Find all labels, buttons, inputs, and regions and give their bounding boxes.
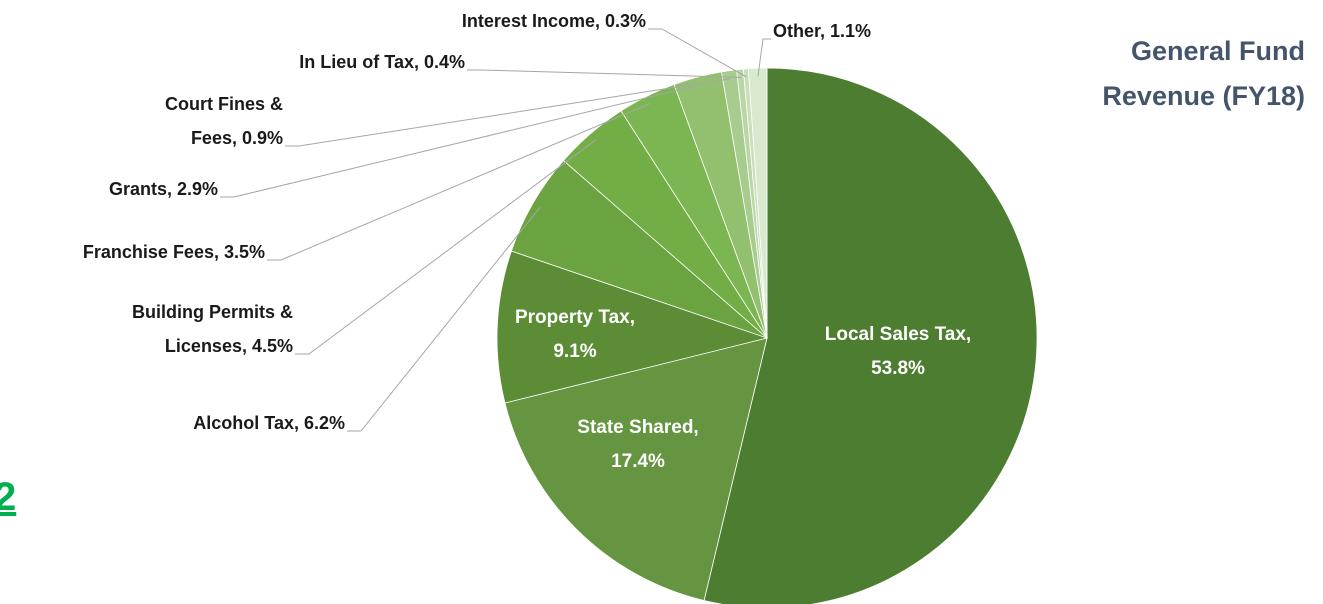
leader-line <box>467 69 741 78</box>
slice-label: Franchise Fees, 3.5% <box>83 242 265 262</box>
pie-slice <box>747 67 768 339</box>
pie-slice <box>504 337 768 602</box>
pie <box>496 67 1038 604</box>
leader-line <box>757 38 771 77</box>
slice-labels: Local Sales Tax, 53.8% State Shared, 17.4% P… <box>83 11 971 472</box>
slice-label: Court Fines & <box>165 94 283 114</box>
leader-line <box>347 206 541 432</box>
pie-slice <box>496 250 769 404</box>
leader-line <box>285 78 731 147</box>
slice-label: Fees, 0.9% <box>191 128 283 148</box>
slice-label: Licenses, 4.5% <box>165 336 293 356</box>
slice-label: Interest Income, 0.3% <box>462 11 646 31</box>
slice-label: 17.4% <box>611 451 665 472</box>
leader-line <box>267 103 651 261</box>
slice-label: Grants, 2.9% <box>109 179 218 199</box>
leader-line <box>295 139 597 355</box>
leader-line <box>648 28 747 78</box>
slice-label: Property Tax, <box>515 307 635 328</box>
page-number[interactable]: 2 <box>0 475 16 519</box>
leader-lines <box>220 28 771 432</box>
slice-label: In Lieu of Tax, 0.4% <box>299 52 465 72</box>
slice-label: Building Permits & <box>132 302 293 322</box>
slice-label: 9.1% <box>553 341 596 362</box>
slice-label: State Shared, <box>577 417 698 438</box>
leader-line <box>220 84 700 198</box>
slice-label: Local Sales Tax, <box>825 324 971 345</box>
pie-slice <box>703 67 1038 604</box>
slice-label: Other, 1.1% <box>773 21 871 41</box>
chart-title: Revenue (FY18) <box>1102 81 1305 111</box>
chart-title: General Fund <box>1131 36 1305 66</box>
slice-label: Alcohol Tax, 6.2% <box>193 413 345 433</box>
slice-label: 53.8% <box>871 358 925 379</box>
